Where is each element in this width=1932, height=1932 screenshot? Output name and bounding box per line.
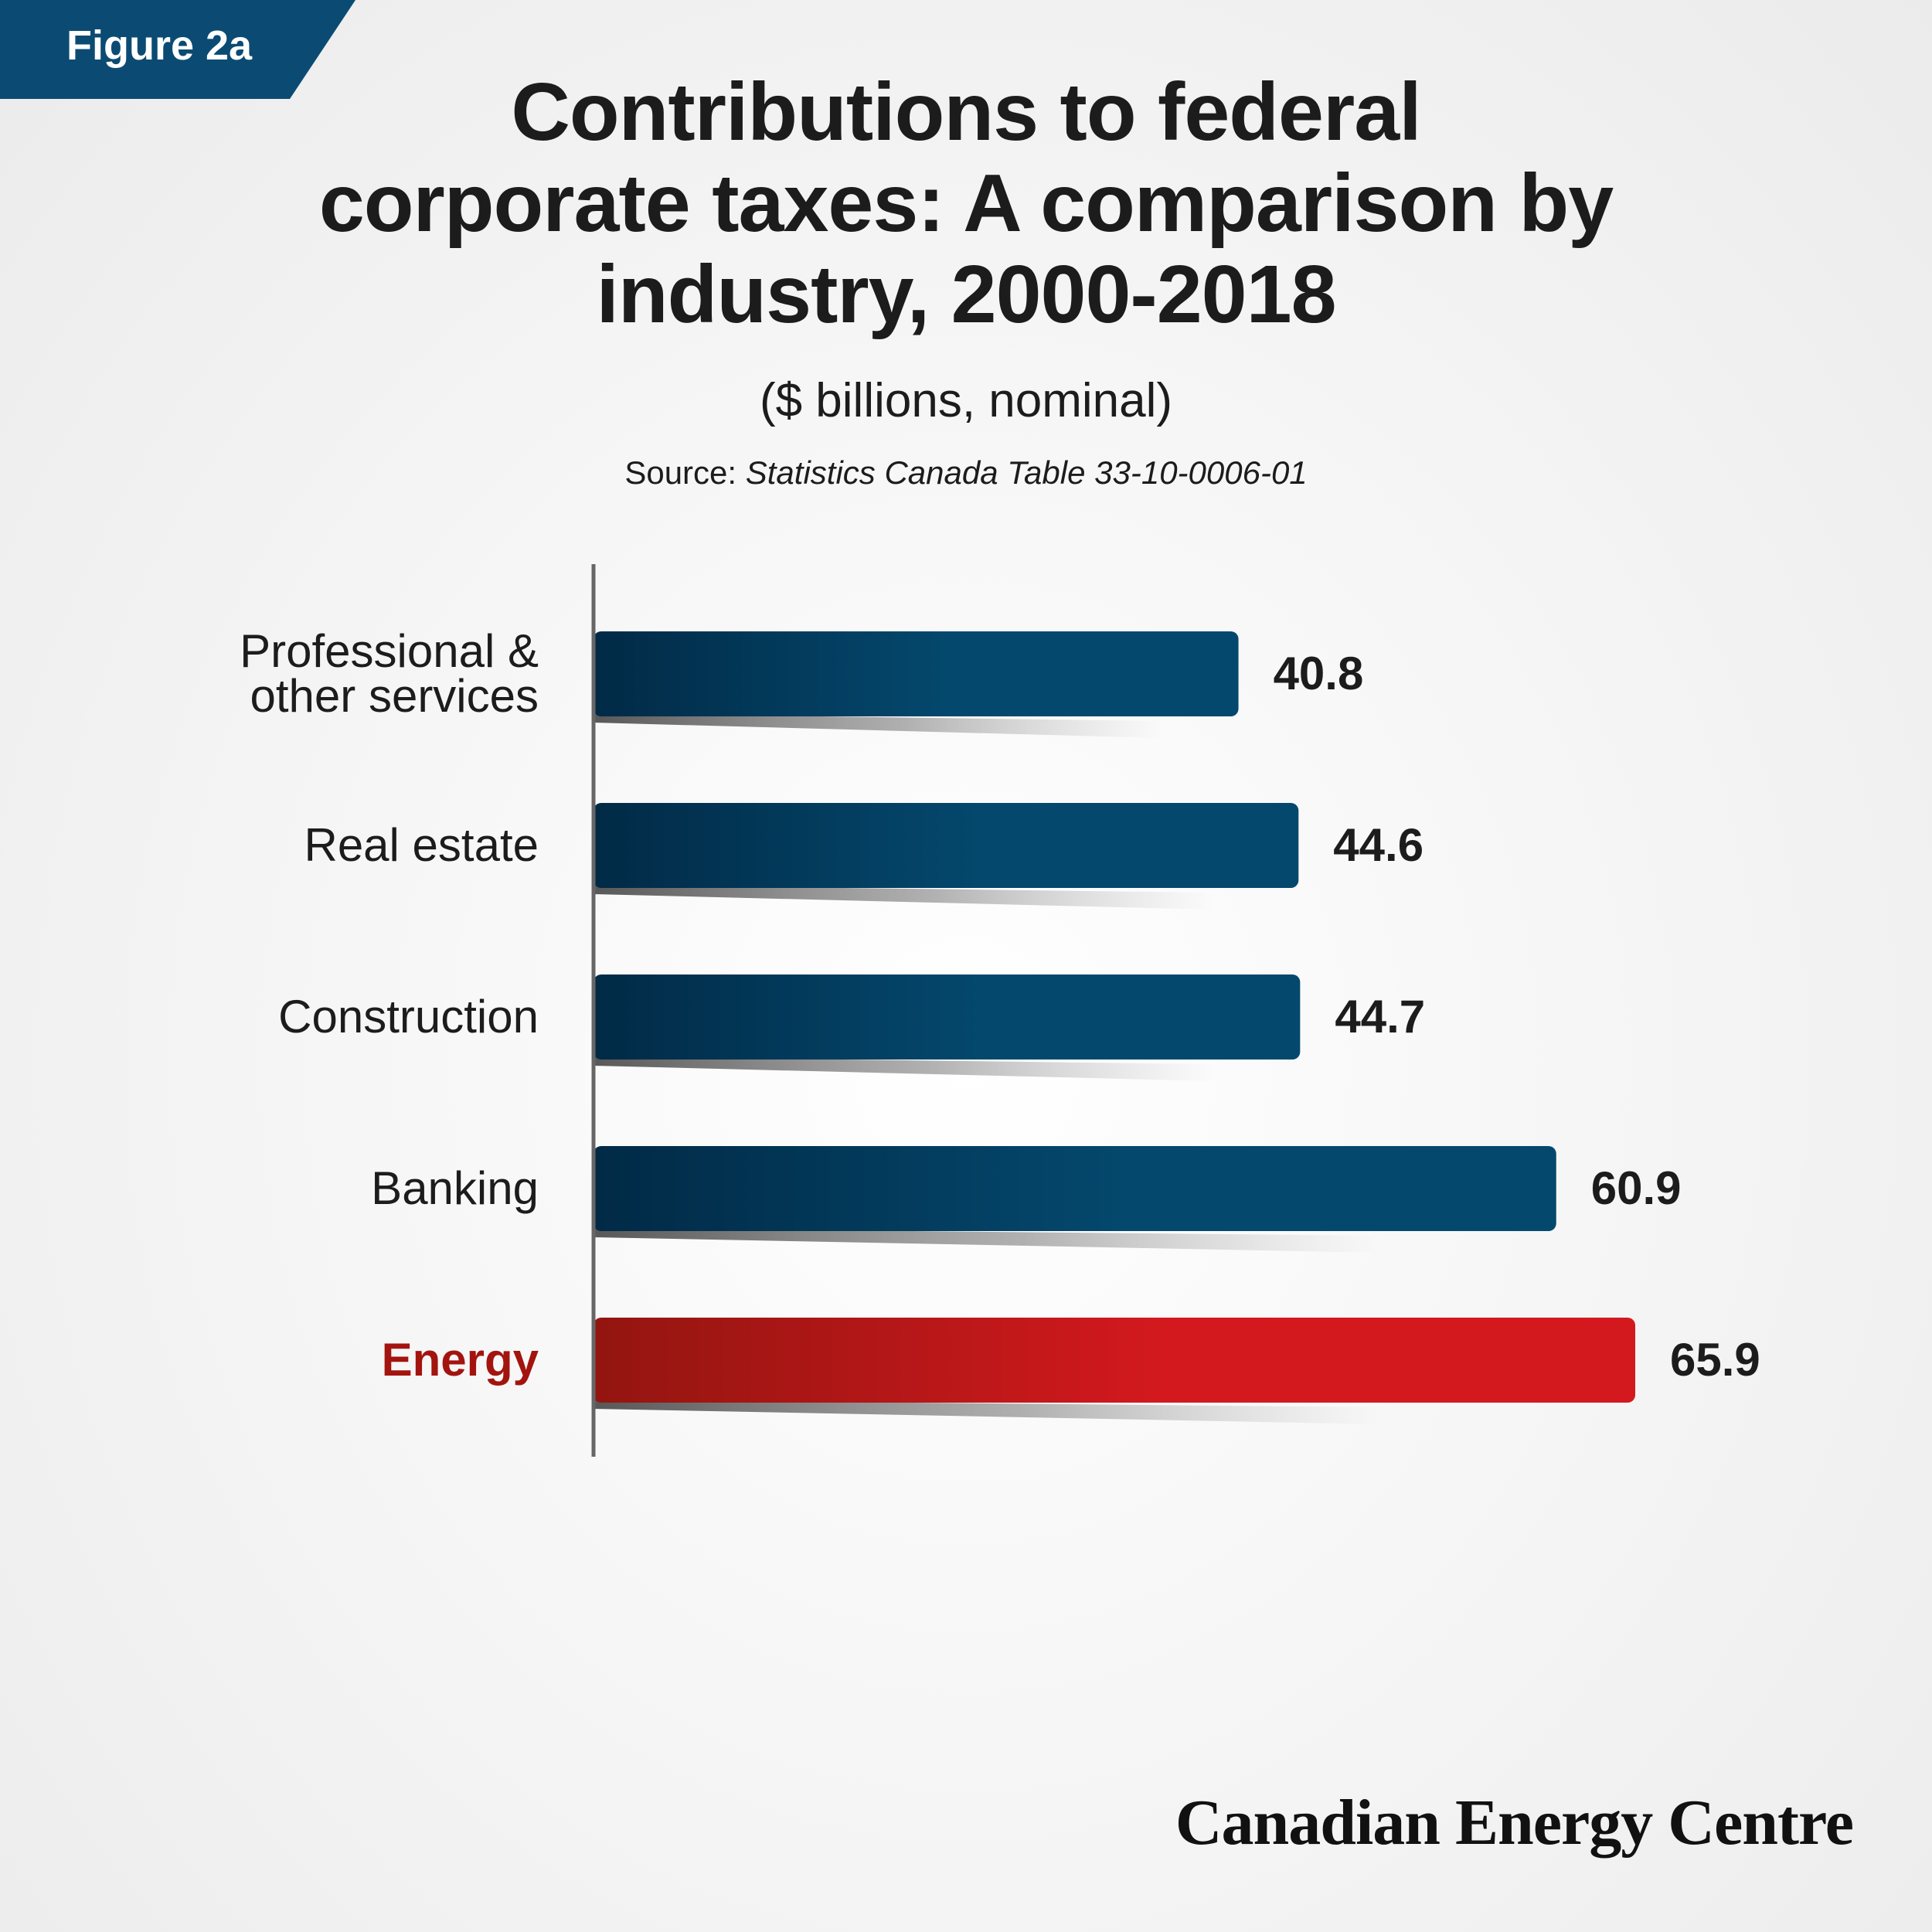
bar-construction bbox=[594, 975, 1301, 1060]
category-label: other services bbox=[250, 670, 539, 722]
category-label: Energy bbox=[382, 1334, 539, 1386]
bar-shadow bbox=[594, 713, 1162, 738]
category-label: Banking bbox=[371, 1162, 539, 1214]
category-label: Real estate bbox=[304, 819, 539, 871]
bar-professional-other-services bbox=[594, 631, 1239, 716]
bar-shadow bbox=[594, 1056, 1216, 1081]
bar-chart: 40.8 Professional &other services 44.6 Real… bbox=[240, 564, 1760, 1457]
chart-title-line: Contributions to federal bbox=[511, 66, 1421, 158]
bar-shadow bbox=[594, 1228, 1382, 1253]
value-label: 65.9 bbox=[1670, 1334, 1760, 1386]
chart-title-line: corporate taxes: A comparison by bbox=[318, 158, 1614, 249]
value-label: 60.9 bbox=[1591, 1162, 1682, 1214]
figure-label: Figure 2a bbox=[66, 22, 253, 69]
source-prefix: Source: bbox=[624, 454, 746, 491]
category-label: Construction bbox=[278, 991, 539, 1043]
bar-shadow bbox=[594, 1400, 1382, 1424]
value-label: 44.7 bbox=[1335, 991, 1425, 1043]
bar-energy bbox=[594, 1318, 1635, 1403]
bar-real-estate bbox=[594, 803, 1299, 888]
bar-shadow bbox=[594, 885, 1214, 910]
value-label: 40.8 bbox=[1274, 648, 1364, 699]
bar-banking bbox=[594, 1146, 1556, 1231]
brand-logo: Canadian Energy Centre bbox=[1175, 1787, 1854, 1859]
chart-title: Contributions to federal corporate taxes… bbox=[0, 71, 1932, 345]
chart-title-line: industry, 2000-2018 bbox=[596, 249, 1336, 340]
category-label: Professional & bbox=[240, 625, 539, 677]
chart-subtitle: ($ billions, nominal) bbox=[759, 374, 1173, 427]
figure-label-tag bbox=[0, 0, 355, 99]
source-note: Source: Statistics Canada Table 33-10-00… bbox=[0, 454, 1932, 492]
source-title: Statistics Canada Table 33-10-0006-01 bbox=[745, 454, 1308, 491]
value-label: 44.6 bbox=[1333, 819, 1423, 871]
